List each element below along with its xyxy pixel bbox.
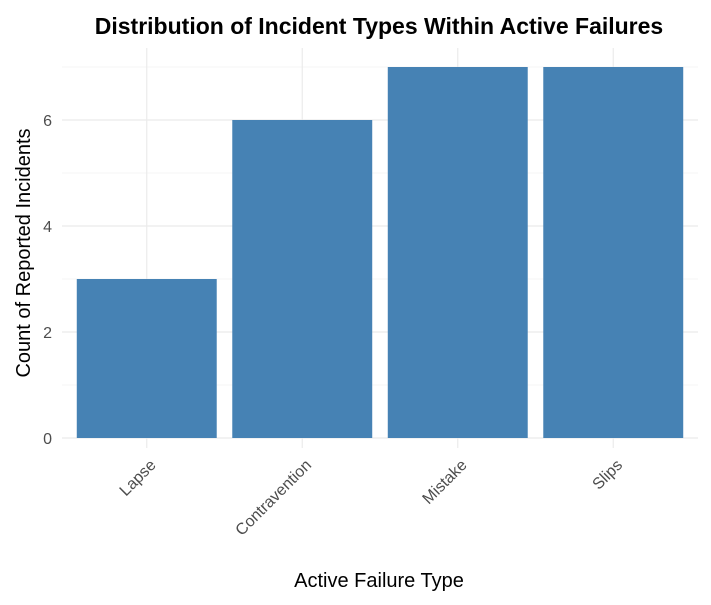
y-tick-label: 0 <box>43 431 52 448</box>
y-tick-label: 4 <box>43 219 52 236</box>
y-axis-ticks: 0 2 4 6 <box>43 113 52 448</box>
x-tick-label: Lapse <box>117 457 160 500</box>
y-tick-label: 2 <box>43 325 52 342</box>
bar-lapse <box>76 279 217 438</box>
x-tick-label: Contravention <box>233 457 315 539</box>
bar-mistake <box>387 67 528 438</box>
x-axis-title: Active Failure Type <box>294 570 464 592</box>
x-axis-ticks: Lapse Contravention Mistake Slips <box>117 457 626 540</box>
x-tick-label: Mistake <box>420 457 471 508</box>
x-tick-label: Slips <box>590 457 627 494</box>
y-tick-label: 6 <box>43 113 52 130</box>
y-axis-title: Count of Reported Incidents <box>13 128 35 377</box>
bar-contravention <box>232 120 373 438</box>
chart-title: Distribution of Incident Types Within Ac… <box>95 13 663 39</box>
bar-slips <box>543 67 684 438</box>
bars <box>76 67 684 438</box>
